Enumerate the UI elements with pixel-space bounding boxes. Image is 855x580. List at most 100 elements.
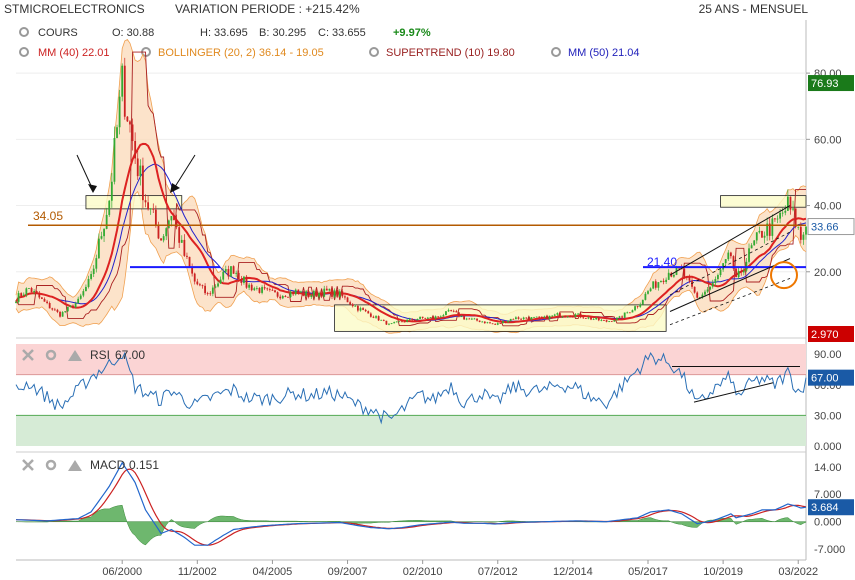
candle-body	[61, 312, 64, 317]
y-tick-label: 0.000	[814, 517, 842, 529]
candle-body	[794, 208, 797, 227]
candle-body	[320, 293, 323, 297]
channel-top	[669, 205, 791, 276]
candle-body	[481, 321, 484, 323]
candle-body	[494, 323, 497, 325]
candle-body	[771, 218, 774, 236]
candle-body	[90, 274, 93, 279]
gear-icon[interactable]	[369, 47, 379, 57]
candle-body	[359, 308, 362, 311]
candle-body	[237, 272, 240, 280]
candle-body	[191, 266, 194, 274]
last-price-tag: 76.93	[811, 78, 839, 90]
candle-body	[310, 295, 313, 298]
candle-body	[742, 270, 745, 273]
candle-body	[634, 306, 636, 311]
candle-body	[761, 230, 763, 238]
macd-panel: 14.00 7.000 0.000 -7.000 3.684	[15, 451, 854, 556]
y-tick-label: 7.000	[814, 489, 842, 501]
candle-body	[110, 181, 113, 201]
close-icon[interactable]	[22, 459, 34, 471]
candle-body	[597, 317, 600, 321]
x-axis: 06/2000 11/2002 04/2005 09/2007 02/2010 07/20…	[16, 559, 818, 578]
gear-icon[interactable]	[19, 27, 29, 37]
low-price-tag-bg	[808, 326, 854, 342]
candle-body	[183, 239, 186, 256]
candle-body	[97, 238, 100, 259]
candle-body	[305, 291, 308, 296]
arrow-up-icon[interactable]	[68, 460, 82, 471]
legend-cours: COURS	[38, 27, 78, 39]
candle-body	[424, 317, 427, 319]
gear-icon[interactable]	[45, 349, 57, 361]
candle-body	[85, 286, 87, 292]
candle-body	[447, 310, 450, 312]
gear-icon[interactable]	[551, 47, 561, 57]
candle-body	[551, 315, 554, 317]
candle-body	[66, 306, 69, 312]
candle-body	[701, 294, 704, 298]
candle-body	[198, 284, 201, 286]
rsi-line	[15, 351, 807, 425]
legend-mm50: MM (50) 21.04	[568, 47, 640, 59]
candle-body	[294, 289, 297, 295]
candle-body	[15, 301, 17, 303]
candle-body	[579, 313, 582, 318]
arrow-up-icon[interactable]	[68, 350, 82, 361]
macd-lines	[15, 461, 807, 546]
candle-body	[38, 293, 41, 298]
y-tick-label: 30.00	[814, 410, 842, 422]
x-tick-label: 09/2007	[328, 566, 368, 578]
candle-body	[129, 121, 131, 125]
candle-body	[530, 317, 533, 320]
candle-body	[367, 311, 370, 314]
candle-body	[514, 317, 517, 320]
candle-body	[768, 223, 771, 236]
candle-body	[243, 276, 245, 283]
y-tick-label: 40.00	[814, 201, 842, 213]
candle-body	[432, 317, 434, 319]
candle-body	[364, 309, 367, 312]
candle-body	[95, 258, 98, 269]
gear-icon[interactable]	[45, 459, 57, 471]
candle-body	[507, 320, 510, 323]
candle-body	[458, 312, 460, 317]
candle-body	[160, 238, 162, 241]
bollinger-fill	[16, 39, 806, 334]
candle-body	[401, 321, 403, 323]
candle-body	[737, 270, 740, 278]
candle-body	[331, 288, 333, 297]
candle-body	[792, 208, 794, 210]
candle-body	[696, 292, 699, 298]
drawing-tools	[28, 154, 806, 326]
candle-body	[688, 276, 691, 281]
gear-icon[interactable]	[19, 47, 29, 57]
candle-body	[512, 318, 515, 320]
low-price-tag: 2.970	[811, 329, 839, 341]
close-icon[interactable]	[22, 349, 34, 361]
candle-body	[341, 291, 344, 297]
candle-body	[660, 280, 662, 283]
candle-body	[590, 317, 592, 320]
candle-body	[211, 287, 214, 294]
candle-body	[48, 303, 51, 309]
candle-body	[522, 317, 525, 320]
variation-text: VARIATION PERIODE : +215.42%	[175, 2, 360, 16]
candle-body	[636, 306, 639, 308]
candle-body	[263, 287, 266, 289]
candle-body	[87, 278, 90, 287]
candle-body	[315, 290, 318, 297]
candle-body	[35, 291, 38, 294]
candle-body	[584, 318, 587, 320]
macd-line	[15, 461, 807, 546]
candle-body	[486, 322, 489, 324]
candle-body	[230, 266, 232, 277]
candle-body	[144, 200, 147, 203]
candle-body	[600, 319, 603, 321]
candle-body	[476, 318, 478, 321]
candle-body	[53, 309, 56, 311]
candle-body	[719, 269, 722, 276]
current-price-tag: 33.66	[811, 222, 839, 234]
candle-body	[641, 299, 644, 305]
